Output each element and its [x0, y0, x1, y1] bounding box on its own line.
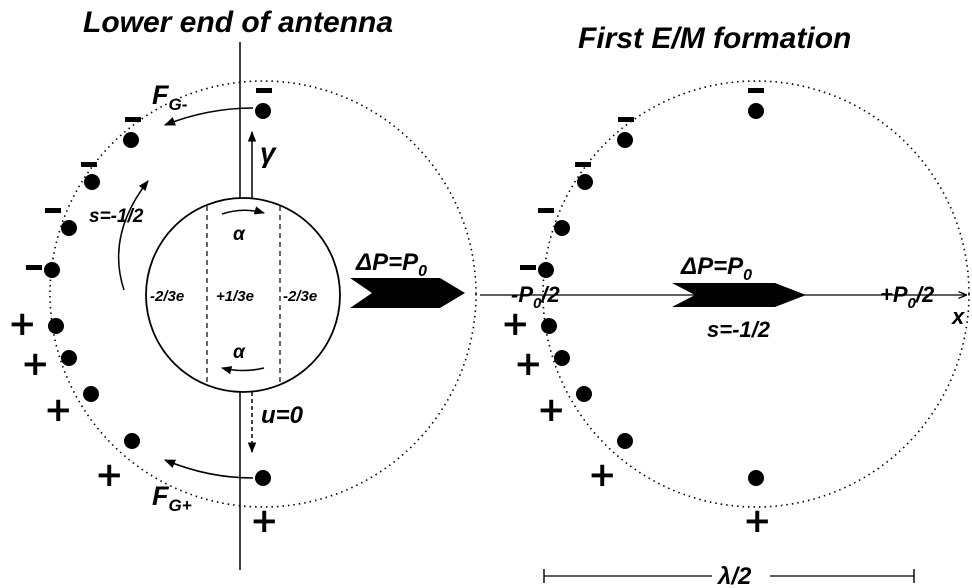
- left-end-sub: 0: [533, 295, 542, 312]
- charge-dot: [124, 433, 140, 449]
- force-bottom-main: F: [152, 481, 170, 511]
- right-plus-signs: + + + + +: [501, 304, 772, 541]
- charge-dot: [554, 220, 570, 236]
- left-end-label: -P0/2: [511, 282, 560, 312]
- plus-sign: +: [95, 455, 124, 495]
- transfer-label-sub: 0: [418, 263, 427, 280]
- transfer-arrow-group: ΔP=P0: [350, 249, 465, 308]
- left-spin-label: s=-1/2: [89, 206, 144, 227]
- force-top-label: FG-: [152, 80, 188, 114]
- right-momentum-label: ΔP=P0: [680, 253, 752, 284]
- plus-sign: +: [44, 390, 73, 430]
- charge-dot: [61, 350, 77, 366]
- charge-dot: [577, 174, 593, 190]
- left-diagram: -2/3e +1/3e -2/3e α α γ u=0 FG- FG+ s=-1…: [8, 42, 477, 570]
- left-minus-signs: [26, 88, 272, 270]
- plus-sign: +: [250, 501, 279, 541]
- left-end-suffix: /2: [540, 282, 560, 307]
- right-end-sub: 0: [908, 295, 917, 312]
- charge-dot: [61, 220, 77, 236]
- minus-sign: [520, 265, 536, 270]
- plus-sign: +: [8, 304, 37, 344]
- minus-sign: [538, 208, 554, 213]
- minus-sign: [748, 88, 764, 93]
- force-bottom-arrow: [163, 459, 254, 479]
- alpha-top-arrow: [221, 206, 266, 215]
- force-top-sub: G-: [169, 95, 188, 114]
- force-top-main: F: [152, 80, 170, 110]
- minus-sign: [125, 117, 141, 122]
- minus-sign: [575, 162, 591, 167]
- left-charge-dots: [44, 103, 271, 486]
- minus-sign: [618, 117, 634, 122]
- right-orbit-circle: [542, 80, 970, 508]
- plus-sign: +: [21, 344, 50, 384]
- minus-sign: [26, 265, 42, 270]
- charge-dot: [84, 174, 100, 190]
- quark-center-label: +1/3e: [216, 288, 254, 305]
- right-title: First E/M formation: [578, 22, 851, 55]
- force-top-arrow: [163, 107, 254, 126]
- force-bottom-sub: G+: [169, 496, 192, 515]
- right-minus-signs: [520, 88, 764, 270]
- charge-dot: [48, 318, 64, 334]
- charge-dot: [44, 262, 60, 278]
- charge-dot: [255, 470, 271, 486]
- right-momentum-main: ΔP=P: [680, 253, 744, 280]
- x-axis-label: x: [951, 304, 965, 329]
- alpha-bottom-label: α: [233, 342, 246, 363]
- minus-sign: [256, 88, 272, 93]
- right-end-label: +P0/2: [880, 282, 935, 312]
- plus-sign: +: [743, 501, 772, 541]
- transfer-label-main: ΔP=P: [355, 249, 419, 276]
- transfer-label: ΔP=P0: [355, 249, 427, 280]
- transfer-arrow: [350, 278, 465, 308]
- plus-sign: +: [514, 344, 543, 384]
- alpha-top-label: α: [233, 224, 246, 245]
- force-bottom-label: FG+: [152, 481, 192, 515]
- plus-sign: +: [537, 390, 566, 430]
- minus-sign: [45, 208, 61, 213]
- right-momentum-sub: 0: [743, 267, 752, 284]
- momentum-arrow: [672, 283, 806, 307]
- charge-dot: [123, 132, 139, 148]
- right-diagram: ΔP=P0 s=-1/2 -P0/2 +P0/2 x: [480, 80, 970, 588]
- alpha-bottom-arrow: [220, 366, 265, 375]
- charge-dot: [576, 386, 592, 402]
- left-end-prefix: -P: [511, 282, 533, 307]
- wavelength-dimension: λ/2: [543, 563, 915, 588]
- wavelength-label: λ/2: [716, 563, 752, 588]
- left-orbit-circle: [49, 80, 477, 508]
- spin-arc-arrow: [117, 180, 149, 291]
- minus-sign: [81, 162, 97, 167]
- right-charge-dots: [538, 103, 764, 486]
- right-end-prefix: +P: [880, 282, 908, 307]
- inner-particle-circle: [145, 197, 341, 393]
- charge-dot: [748, 103, 764, 119]
- charge-dot: [538, 262, 554, 278]
- charge-dot: [554, 350, 570, 366]
- charge-dot: [83, 386, 99, 402]
- gamma-label: γ: [260, 137, 277, 168]
- charge-dot: [748, 470, 764, 486]
- right-end-suffix: /2: [915, 282, 935, 307]
- plus-sign: +: [588, 455, 617, 495]
- velocity-label: u=0: [261, 402, 304, 429]
- left-title: Lower end of antenna: [83, 6, 393, 39]
- charge-dot: [617, 433, 633, 449]
- quark-right-label: -2/3e: [283, 288, 317, 305]
- left-plus-signs: + + + + +: [8, 304, 279, 541]
- plus-sign: +: [501, 304, 530, 344]
- charge-dot: [541, 318, 557, 334]
- charge-dot: [617, 132, 633, 148]
- quark-left-label: -2/3e: [150, 288, 184, 305]
- charge-dot: [255, 103, 271, 119]
- right-spin-label: s=-1/2: [707, 317, 771, 342]
